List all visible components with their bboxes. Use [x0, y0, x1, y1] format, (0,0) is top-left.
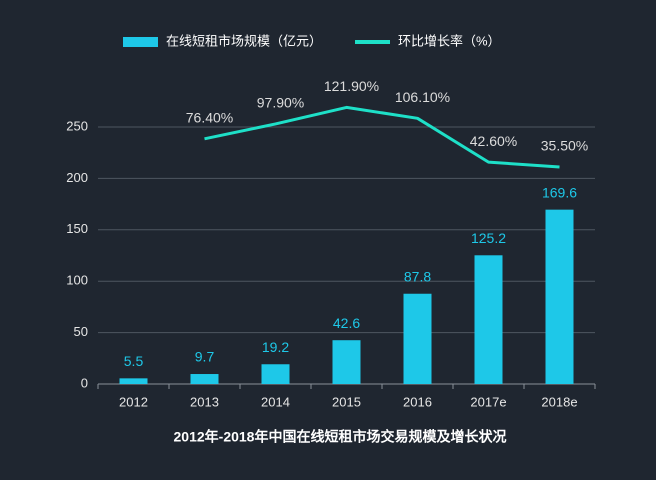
- bar: [190, 374, 219, 384]
- line-value-label: 121.90%: [324, 78, 379, 94]
- legend-label: 在线短租市场规模（亿元）: [166, 33, 322, 48]
- line-value-label: 97.90%: [257, 95, 304, 111]
- legend-swatch: [123, 37, 158, 47]
- line-value-label: 76.40%: [186, 110, 233, 126]
- bar-value-label: 5.5: [124, 353, 144, 369]
- y-tick-label: 150: [66, 221, 88, 236]
- x-tick-label: 2014: [261, 394, 290, 409]
- x-tick-label: 2018e: [541, 394, 577, 409]
- x-tick-label: 2012: [119, 394, 148, 409]
- x-tick-label: 2017e: [470, 394, 506, 409]
- bar-value-label: 42.6: [333, 315, 360, 331]
- bar-value-label: 19.2: [262, 339, 289, 355]
- y-tick-label: 50: [74, 324, 88, 339]
- line-value-label: 106.10%: [395, 89, 450, 105]
- bar-value-label: 125.2: [471, 230, 506, 246]
- bar: [261, 364, 290, 384]
- bar: [545, 209, 574, 384]
- x-tick-label: 2016: [403, 394, 432, 409]
- legend-label: 环比增长率（%）: [398, 33, 501, 48]
- x-tick-label: 2015: [332, 394, 361, 409]
- line: [204, 105, 560, 169]
- y-tick-label: 250: [66, 118, 88, 133]
- y-tick-label: 0: [81, 375, 88, 390]
- line-value-label: 35.50%: [541, 138, 588, 154]
- bar: [332, 340, 361, 384]
- bar-value-label: 169.6: [542, 184, 577, 200]
- chart-title: 2012年-2018年中国在线短租市场交易规模及增长状况: [174, 429, 507, 445]
- y-tick-label: 100: [66, 273, 88, 288]
- bar: [474, 255, 503, 384]
- y-tick-label: 200: [66, 170, 88, 185]
- bar-value-label: 87.8: [404, 268, 431, 284]
- line-value-label: 42.60%: [470, 133, 517, 149]
- bar: [403, 293, 432, 384]
- bar: [119, 378, 148, 384]
- bar-value-label: 9.7: [195, 349, 215, 365]
- x-tick-label: 2013: [190, 394, 219, 409]
